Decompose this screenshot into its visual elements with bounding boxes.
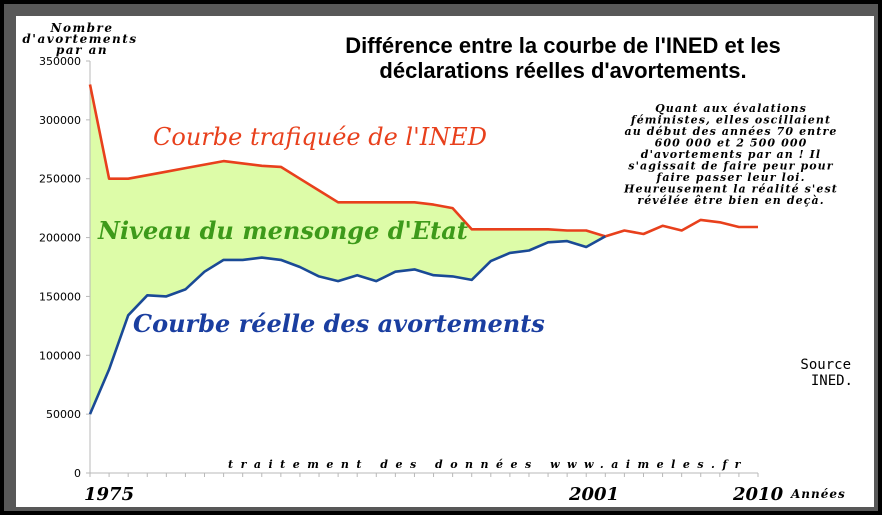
chart-panel: 0 50000 100000 150000 200000 250000 300000 3500… [16,16,874,507]
x-tick-label-2001: 2001 [568,484,619,505]
chart: 0 50000 100000 150000 200000 250000 300000 3500… [22,21,853,505]
note-line: s'agissait de faire peur pour [628,160,833,173]
difference-area-layer [90,84,606,415]
note-line: Quant aux évalations [655,102,807,115]
y-axis-label-line-3: par an [56,43,108,57]
y-tick-label: 250000 [39,173,81,186]
reel-series-line [88,235,606,415]
y-tick-label: 200000 [39,232,81,245]
x-axis-label: Années [790,487,846,501]
note-line: Heureusement la réalité s'est [623,183,838,196]
y-tick-label: 0 [74,467,81,480]
note-line: faire passer leur loi. [655,171,805,184]
label-courbe-reelle: Courbe réelle des avortements [133,309,545,338]
x-tick-label-2010: 2010 [732,484,784,505]
y-tick-label: 100000 [39,349,81,362]
x-tick-label-1975: 1975 [84,484,134,505]
chart-title-line-2: déclarations réelles d'avortements. [379,58,746,83]
ined-series-line [88,84,758,238]
note-line: 600 000 et 2 500 000 [655,137,808,150]
y-axis-label-line-2: d'avortements [22,32,137,46]
series-lines-layer [88,84,758,415]
note-line: révélée être bien en deçà. [637,194,824,207]
frame-border: 0 50000 100000 150000 200000 250000 300000 3500… [4,4,878,511]
difference-area [90,84,606,415]
source-line-2: INED. [811,373,853,389]
note-line: féministes, elles oscillaient [630,114,831,127]
label-courbe-ined: Courbe trafiquée de l'INED [153,123,487,151]
source-line-1: Source [800,357,851,373]
y-tick-label: 150000 [39,290,81,303]
note-line: au début des années 70 entre [625,125,838,138]
y-tick-label: 350000 [39,55,81,68]
label-niveau-mensonge: Niveau du mensonge d'Etat [97,216,468,245]
note-line: d'avortements par an ! Il [641,148,821,161]
axes-layer: 0 50000 100000 150000 200000 250000 300000 3500… [39,55,759,480]
chart-title-line-1: Différence entre la courbe de l'INED et … [345,33,781,58]
y-tick-label: 50000 [46,408,81,421]
y-tick-label: 300000 [39,114,81,127]
credit-text: traitement des données www.aimeles.fr [228,458,748,471]
y-axis-label-line-1: Nombre [49,21,113,35]
